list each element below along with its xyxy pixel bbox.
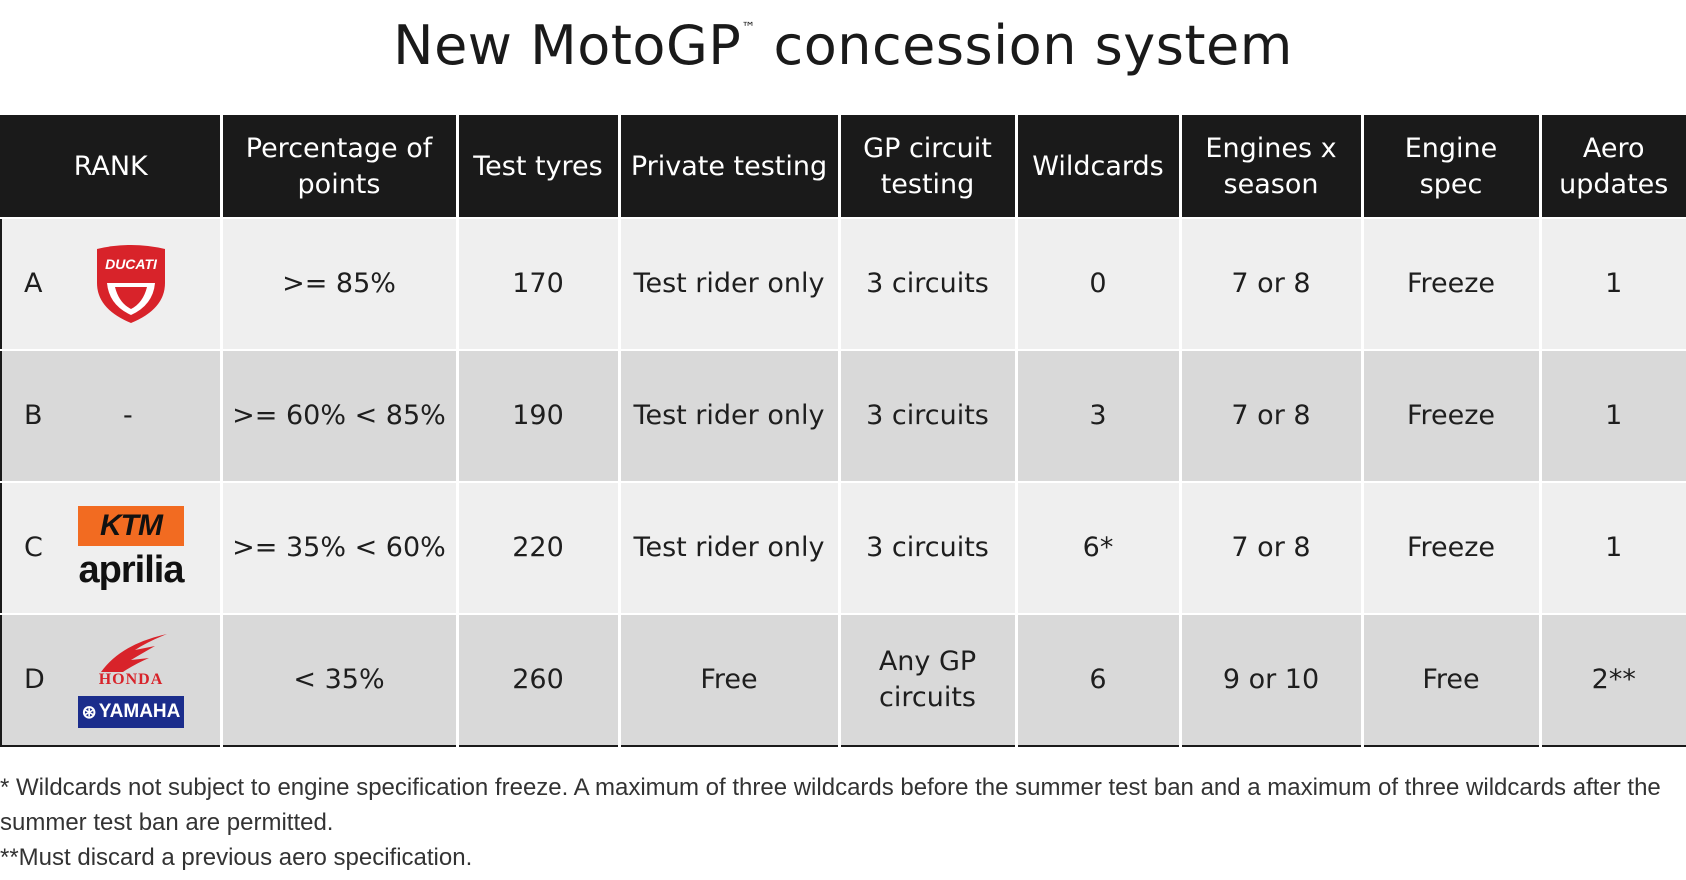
rank-letter: A [24, 268, 43, 299]
percentage-cell: >= 85% [219, 217, 457, 350]
honda-yamaha-logos: HONDA ⊛ YAMAHA [78, 632, 184, 728]
concession-table: RANK Percentage of points Test tyres Pri… [0, 115, 1686, 747]
gp-circuit-testing-cell: 3 circuits [837, 349, 1016, 482]
test-tyres-cell: 220 [455, 481, 619, 614]
engines-cell: 7 or 8 [1178, 349, 1362, 482]
table-row: D HONDA ⊛ YAMAHA < 35% 260 Free Any GP ci… [1, 613, 1686, 746]
footnote-aero: **Must discard a previous aero specifica… [0, 844, 473, 871]
engines-cell: 7 or 8 [1178, 481, 1362, 614]
honda-wordmark: HONDA [98, 671, 164, 688]
aprilia-logo: aprilia [78, 549, 185, 591]
page-title: New MotoGP™ concession system [393, 14, 1293, 77]
table-row: C KTM aprilia >= 35% < 60% 220 Test ride… [1, 481, 1686, 614]
header-private-testing: Private testing [617, 116, 839, 218]
engine-spec-cell: Freeze [1360, 349, 1540, 482]
wildcards-cell: 6* [1014, 481, 1180, 614]
test-tyres-cell: 190 [455, 349, 619, 482]
private-testing-cell: Test rider only [617, 349, 839, 482]
gp-circuit-testing-cell: 3 circuits [837, 481, 1016, 614]
rank-letter: B [24, 400, 43, 431]
private-testing-cell: Test rider only [617, 217, 839, 350]
ktm-aprilia-logos: KTM aprilia [78, 506, 184, 590]
rank-cell: C KTM aprilia [1, 481, 221, 614]
header-engine-spec: Engine spec [1360, 116, 1540, 218]
header-row: RANK Percentage of points Test tyres Pri… [1, 116, 1686, 218]
ducati-shield-icon: DUCATI [97, 245, 165, 323]
engines-cell: 7 or 8 [1178, 217, 1362, 350]
header-aero-updates: Aero updates [1538, 116, 1686, 218]
ktm-logo: KTM [78, 506, 184, 546]
header-rank: RANK [1, 116, 221, 218]
ducati-logo: DUCATI [78, 243, 184, 325]
header-test-tyres: Test tyres [455, 116, 619, 218]
footnotes: * Wildcards not subject to engine specif… [0, 770, 1686, 875]
private-testing-cell: Free [617, 613, 839, 746]
rank-cell: B - [1, 349, 221, 482]
percentage-cell: < 35% [219, 613, 457, 746]
rank-letter: D [24, 664, 45, 695]
private-testing-cell: Test rider only [617, 481, 839, 614]
title-text: New MotoGP [393, 14, 742, 77]
header-wildcards: Wildcards [1014, 116, 1180, 218]
gp-circuit-testing-cell: 3 circuits [837, 217, 1016, 350]
aero-cell: 1 [1538, 349, 1686, 482]
gp-circuit-testing-cell: Any GP circuits [837, 613, 1016, 746]
aero-cell: 1 [1538, 481, 1686, 614]
trademark-mark: ™ [741, 20, 756, 36]
yamaha-emblem-icon: ⊛ [81, 702, 97, 722]
table-row: B - >= 60% < 85% 190 Test rider only 3 c… [1, 349, 1686, 482]
footnote-wildcards: * Wildcards not subject to engine specif… [0, 774, 1661, 836]
engine-spec-cell: Freeze [1360, 481, 1540, 614]
no-manufacturer-dash: - [123, 400, 133, 431]
aero-cell: 2** [1538, 613, 1686, 746]
honda-wing-icon [101, 634, 167, 672]
header-gp-circuit-testing: GP circuit testing [837, 116, 1016, 218]
wildcards-cell: 0 [1014, 217, 1180, 350]
rank-letter: C [24, 532, 43, 563]
test-tyres-cell: 170 [455, 217, 619, 350]
wildcards-cell: 3 [1014, 349, 1180, 482]
yamaha-logo: ⊛ YAMAHA [78, 696, 184, 728]
percentage-cell: >= 35% < 60% [219, 481, 457, 614]
header-percentage: Percentage of points [219, 116, 457, 218]
engine-spec-cell: Free [1360, 613, 1540, 746]
aero-cell: 1 [1538, 217, 1686, 350]
percentage-cell: >= 60% < 85% [219, 349, 457, 482]
test-tyres-cell: 260 [455, 613, 619, 746]
header-engines: Engines x season [1178, 116, 1362, 218]
table-row: A DUCATI >= 85% 170 Test rider only 3 ci… [1, 217, 1686, 350]
yamaha-wordmark: YAMAHA [98, 701, 181, 722]
rank-cell: A DUCATI [1, 217, 221, 350]
engine-spec-cell: Freeze [1360, 217, 1540, 350]
engines-cell: 9 or 10 [1178, 613, 1362, 746]
ducati-wordmark: DUCATI [105, 256, 158, 272]
rank-cell: D HONDA ⊛ YAMAHA [1, 613, 221, 746]
wildcards-cell: 6 [1014, 613, 1180, 746]
